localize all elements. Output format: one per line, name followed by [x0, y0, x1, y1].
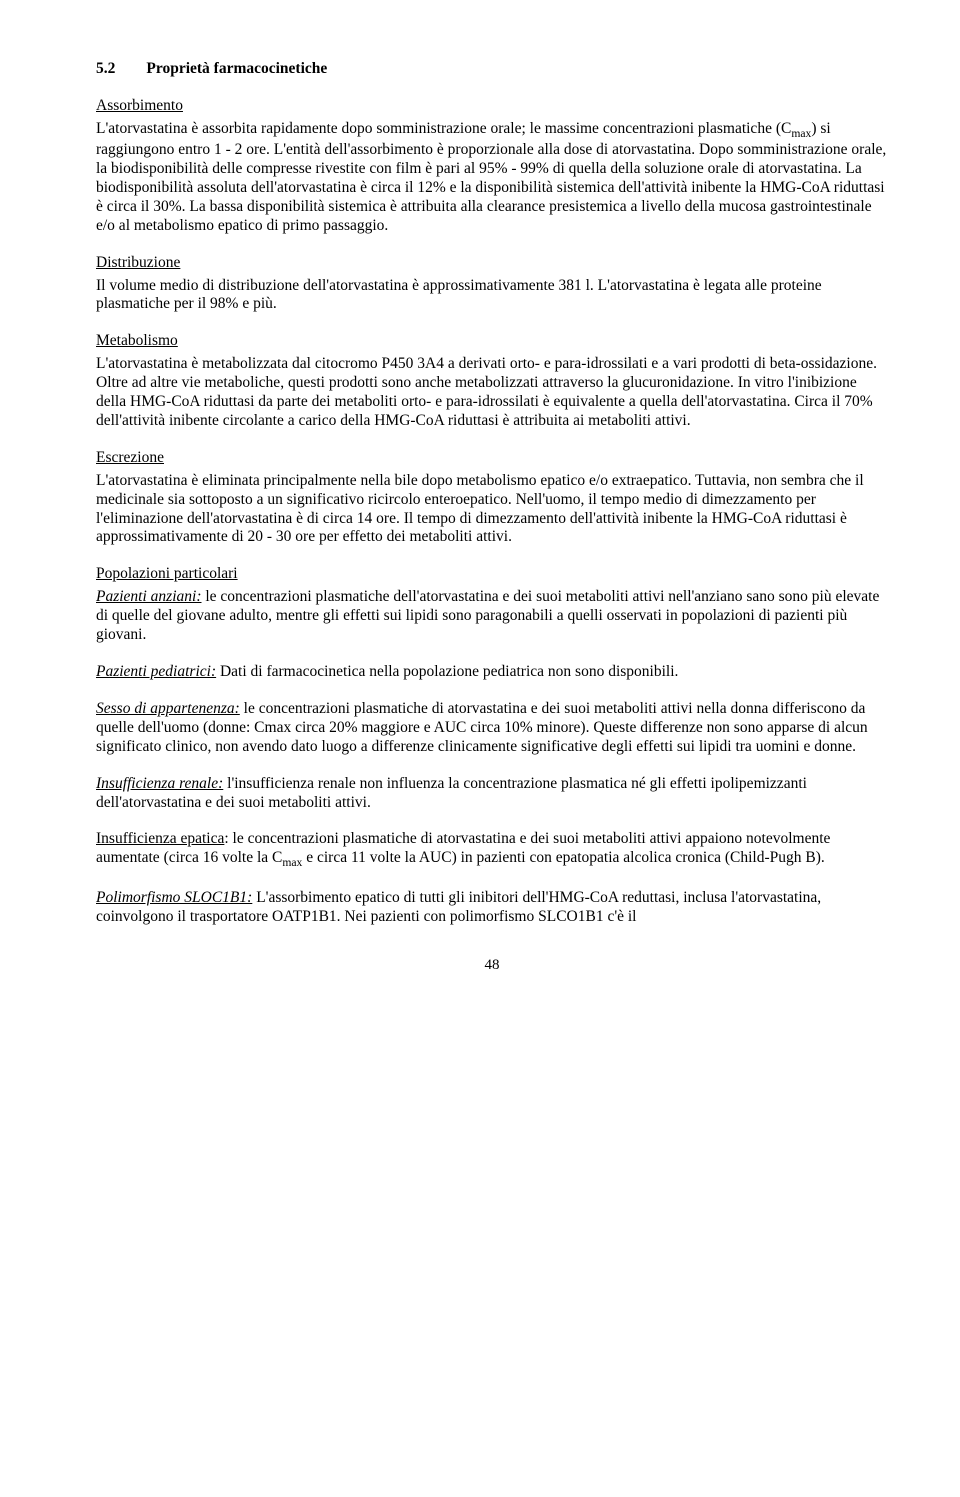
pediatric-paragraph: Pazienti pediatrici: Dati di farmacocine… [96, 663, 888, 682]
excretion-paragraph: L'atorvastatina è eliminata principalmen… [96, 472, 888, 548]
elderly-paragraph: Pazienti anziani: le concentrazioni plas… [96, 588, 888, 645]
section-number: 5.2 [96, 60, 143, 79]
polymorphism-label: Polimorfismo SLOC1B1: [96, 889, 252, 906]
pediatric-text: Dati di farmacocinetica nella popolazion… [216, 663, 678, 680]
distribution-paragraph: Il volume medio di distribuzione dell'at… [96, 277, 888, 315]
absorption-paragraph: L'atorvastatina è assorbita rapidamente … [96, 120, 888, 236]
renal-label: Insufficienza renale: [96, 775, 223, 792]
metabolism-heading: Metabolismo [96, 332, 888, 351]
hepatic-label: Insufficienza epatica [96, 830, 224, 847]
sex-paragraph: Sesso di appartenenza: le concentrazioni… [96, 700, 888, 757]
absorption-heading: Assorbimento [96, 97, 888, 116]
section-title: Proprietà farmacocinetiche [146, 60, 327, 77]
hepatic-cmax-sub: max [282, 856, 302, 869]
polymorphism-paragraph: Polimorfismo SLOC1B1: L'assorbimento epa… [96, 889, 888, 927]
distribution-heading: Distribuzione [96, 254, 888, 273]
hepatic-paragraph: Insufficienza epatica: le concentrazioni… [96, 830, 888, 870]
renal-paragraph: Insufficienza renale: l'insufficienza re… [96, 775, 888, 813]
elderly-text: le concentrazioni plasmatiche dell'atorv… [96, 588, 879, 643]
metabolism-paragraph: L'atorvastatina è metabolizzata dal cito… [96, 355, 888, 431]
elderly-label: Pazienti anziani: [96, 588, 201, 605]
cmax-subscript: max [791, 127, 811, 140]
absorption-text-a: L'atorvastatina è assorbita rapidamente … [96, 120, 791, 137]
sex-label: Sesso di appartenenza: [96, 700, 240, 717]
populations-heading: Popolazioni particolari [96, 565, 888, 584]
page-number: 48 [96, 956, 888, 974]
section-heading: 5.2 Proprietà farmacocinetiche [96, 60, 888, 79]
excretion-heading: Escrezione [96, 449, 888, 468]
hepatic-text-b: e circa 11 volte la AUC) in pazienti con… [302, 849, 824, 866]
pediatric-label: Pazienti pediatrici: [96, 663, 216, 680]
